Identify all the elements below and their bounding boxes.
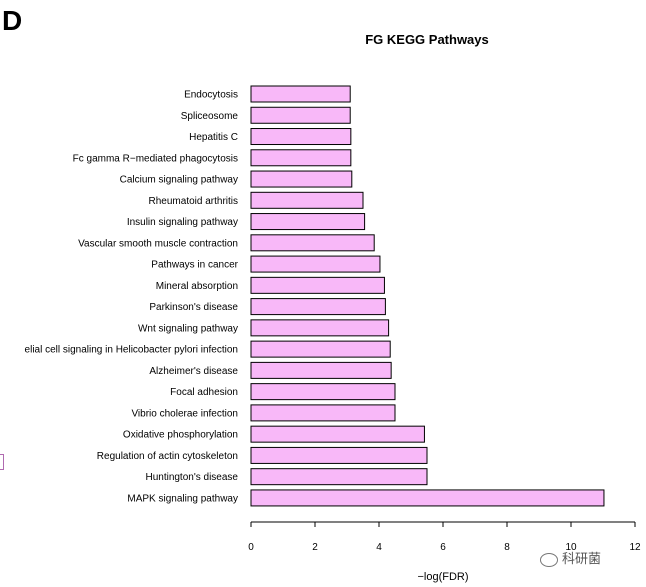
bar (250, 106, 351, 124)
bar (250, 404, 396, 422)
category-label: Alzheimer's disease (149, 366, 238, 377)
panel-label: D (2, 5, 22, 36)
bar (250, 340, 391, 358)
category-label: MAPK signaling pathway (127, 493, 238, 504)
watermark-text: 科研菌 (562, 552, 602, 567)
chart-title: FG KEGG Pathways (365, 32, 489, 47)
bar (250, 298, 386, 316)
x-tick-label: 6 (440, 542, 446, 553)
category-label: Parkinson's disease (149, 302, 238, 313)
category-label: Spliceosome (181, 111, 239, 122)
x-tick-label: 12 (629, 542, 641, 553)
x-tick-label: 8 (504, 542, 510, 553)
category-label: Focal adhesion (170, 387, 238, 398)
x-tick-label: 2 (312, 542, 318, 553)
category-labels: Endocytosis Spliceosome Hepatitis C Fc gamm… (25, 90, 239, 505)
category-label: Fc gamma R−mediated phagocytosis (73, 153, 238, 164)
bar (250, 276, 385, 294)
bar (250, 489, 605, 507)
bar (250, 446, 428, 464)
category-label: Mineral absorption (156, 281, 238, 292)
bar (250, 319, 390, 337)
category-label: Calcium signaling pathway (120, 175, 238, 186)
x-tick-label: 10 (565, 542, 577, 553)
x-axis: 0 2 4 6 8 10 12 (248, 521, 641, 553)
wechat-icon (540, 552, 558, 567)
bar (250, 255, 381, 273)
bar (250, 149, 352, 167)
bar (250, 213, 366, 231)
category-label: Endocytosis (184, 90, 238, 101)
category-label: Vascular smooth muscle contraction (78, 238, 238, 249)
bar (250, 425, 425, 443)
bar (250, 85, 351, 103)
x-axis-title: −log(FDR) (417, 571, 468, 583)
bar (250, 170, 353, 188)
category-label: Insulin signaling pathway (127, 217, 238, 228)
category-label: Wnt signaling pathway (138, 323, 238, 334)
bar (250, 191, 364, 209)
category-label: Regulation of actin cytoskeleton (97, 451, 238, 462)
watermark: 科研菌 (540, 548, 601, 567)
category-label: Huntington's disease (145, 472, 238, 483)
category-label: Rheumatoid arthritis (149, 196, 238, 207)
bar (250, 128, 352, 146)
category-label: Vibrio cholerae infection (131, 408, 238, 419)
bar (250, 234, 375, 252)
bar (250, 361, 392, 379)
bars-group (250, 85, 605, 507)
category-label: Pathways in cancer (151, 260, 238, 271)
bar (250, 383, 396, 401)
x-tick-label: 0 (248, 542, 254, 553)
category-label: Hepatitis C (189, 132, 238, 143)
category-label: Oxidative phosphorylation (123, 430, 238, 441)
category-label: elial cell signaling in Helicobacter pyl… (25, 345, 238, 356)
x-tick-label: 4 (376, 542, 382, 553)
edge-mark (0, 454, 4, 470)
bar (250, 468, 428, 486)
